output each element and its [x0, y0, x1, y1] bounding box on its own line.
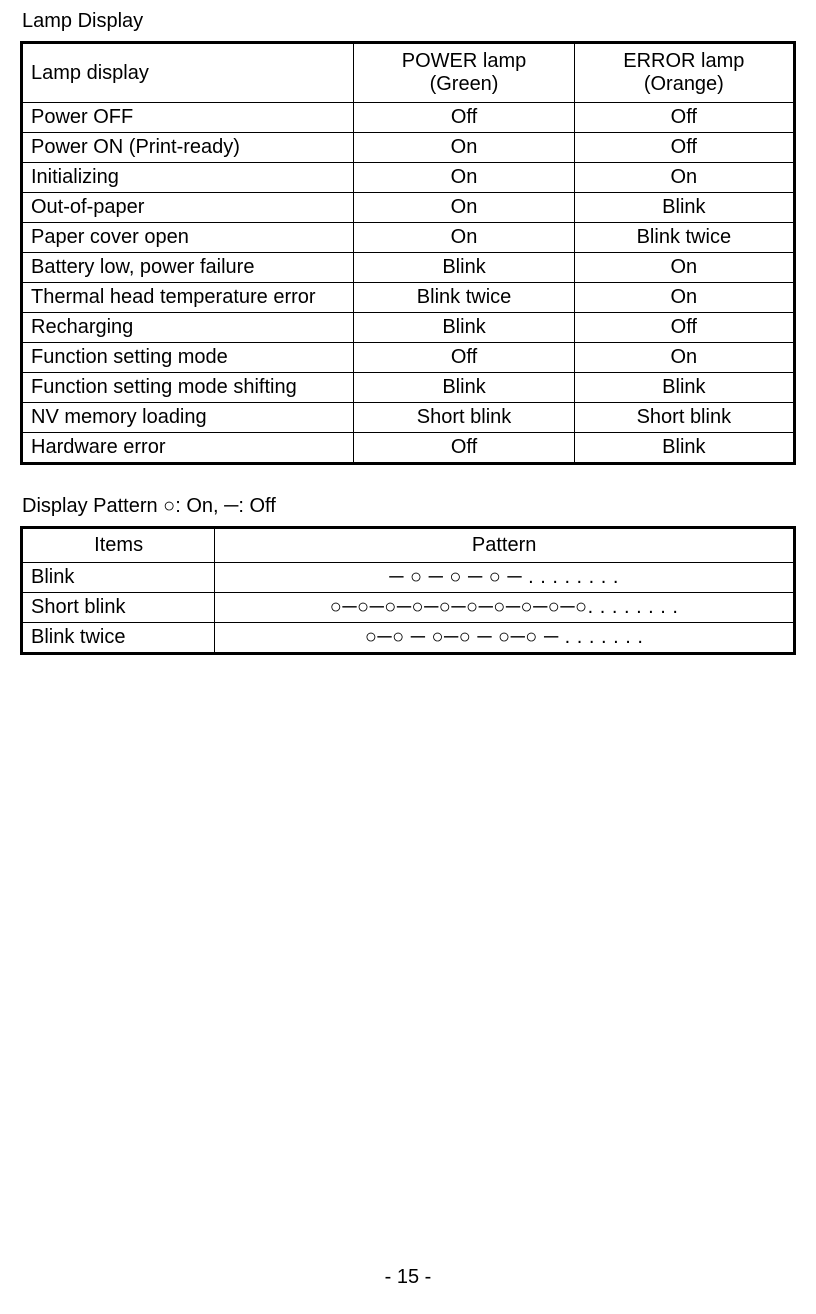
- row-power: On: [354, 193, 574, 223]
- row-label: Power ON (Print-ready): [22, 133, 354, 163]
- table-row: Paper cover open On Blink twice: [22, 223, 795, 253]
- display-pattern-table: Items Pattern Blink ─ ○ ─ ○ ─ ○ ─ . . . …: [20, 526, 796, 655]
- row-error: On: [574, 343, 794, 373]
- row-error: Off: [574, 313, 794, 343]
- pattern-table-header-row: Items Pattern: [22, 528, 795, 563]
- pattern-row-label: Blink twice: [22, 623, 215, 654]
- table-row: Out-of-paper On Blink: [22, 193, 795, 223]
- table-row: Short blink ○─○─○─○─○─○─○─○─○─○. . . . .…: [22, 593, 795, 623]
- lamp-display-title: Lamp Display: [22, 10, 796, 33]
- row-power: Off: [354, 343, 574, 373]
- row-power: Off: [354, 433, 574, 464]
- row-power: Off: [354, 103, 574, 133]
- table-row: Thermal head temperature error Blink twi…: [22, 283, 795, 313]
- table-row: Function setting mode Off On: [22, 343, 795, 373]
- row-error: Blink twice: [574, 223, 794, 253]
- row-power: On: [354, 163, 574, 193]
- row-error: Off: [574, 103, 794, 133]
- lamp-table-header-row: Lamp display POWER lamp (Green) ERROR la…: [22, 43, 795, 103]
- row-power: Short blink: [354, 403, 574, 433]
- pattern-table-body: Blink ─ ○ ─ ○ ─ ○ ─ . . . . . . . . Shor…: [22, 563, 795, 654]
- row-label: Thermal head temperature error: [22, 283, 354, 313]
- row-label: Function setting mode shifting: [22, 373, 354, 403]
- table-row: NV memory loading Short blink Short blin…: [22, 403, 795, 433]
- table-row: Battery low, power failure Blink On: [22, 253, 795, 283]
- lamp-display-table: Lamp display POWER lamp (Green) ERROR la…: [20, 41, 796, 465]
- table-row: Power ON (Print-ready) On Off: [22, 133, 795, 163]
- row-error: On: [574, 253, 794, 283]
- row-error: Blink: [574, 433, 794, 464]
- lamp-table-body: Power OFF Off Off Power ON (Print-ready)…: [22, 103, 795, 464]
- row-label: Out-of-paper: [22, 193, 354, 223]
- row-label: Power OFF: [22, 103, 354, 133]
- row-label: Function setting mode: [22, 343, 354, 373]
- row-power: Blink twice: [354, 283, 574, 313]
- row-power: On: [354, 133, 574, 163]
- row-error: Blink: [574, 373, 794, 403]
- row-label: Paper cover open: [22, 223, 354, 253]
- pattern-row-pattern: ○─○ ─ ○─○ ─ ○─○ ─ . . . . . . .: [215, 623, 795, 654]
- row-power: Blink: [354, 373, 574, 403]
- pattern-header-col2: Pattern: [215, 528, 795, 563]
- lamp-header-col1: Lamp display: [22, 43, 354, 103]
- row-error: Blink: [574, 193, 794, 223]
- page-number: - 15 -: [0, 1266, 816, 1289]
- pattern-header-col1: Items: [22, 528, 215, 563]
- table-row: Recharging Blink Off: [22, 313, 795, 343]
- display-pattern-legend: Display Pattern ○: On, ─: Off: [22, 495, 796, 518]
- table-row: Hardware error Off Blink: [22, 433, 795, 464]
- row-error: On: [574, 283, 794, 313]
- table-row: Blink ─ ○ ─ ○ ─ ○ ─ . . . . . . . .: [22, 563, 795, 593]
- row-power: Blink: [354, 313, 574, 343]
- table-row: Blink twice ○─○ ─ ○─○ ─ ○─○ ─ . . . . . …: [22, 623, 795, 654]
- row-power: On: [354, 223, 574, 253]
- pattern-row-pattern: ─ ○ ─ ○ ─ ○ ─ . . . . . . . .: [215, 563, 795, 593]
- row-error: Off: [574, 133, 794, 163]
- table-row: Initializing On On: [22, 163, 795, 193]
- pattern-row-label: Blink: [22, 563, 215, 593]
- pattern-row-pattern: ○─○─○─○─○─○─○─○─○─○. . . . . . . .: [215, 593, 795, 623]
- pattern-row-label: Short blink: [22, 593, 215, 623]
- row-power: Blink: [354, 253, 574, 283]
- row-label: Initializing: [22, 163, 354, 193]
- lamp-header-col2: POWER lamp (Green): [354, 43, 574, 103]
- row-label: Battery low, power failure: [22, 253, 354, 283]
- row-label: NV memory loading: [22, 403, 354, 433]
- row-label: Recharging: [22, 313, 354, 343]
- row-error: On: [574, 163, 794, 193]
- lamp-header-col3: ERROR lamp (Orange): [574, 43, 794, 103]
- row-error: Short blink: [574, 403, 794, 433]
- row-label: Hardware error: [22, 433, 354, 464]
- table-row: Function setting mode shifting Blink Bli…: [22, 373, 795, 403]
- table-row: Power OFF Off Off: [22, 103, 795, 133]
